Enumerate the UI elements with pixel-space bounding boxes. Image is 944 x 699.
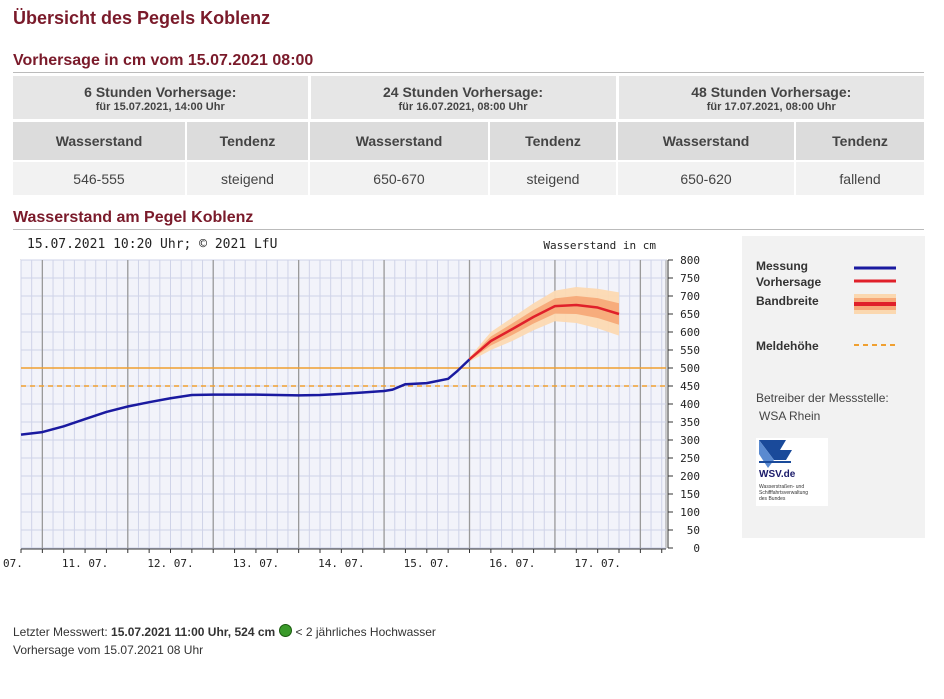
forecast-trend-48h: fallend bbox=[795, 160, 925, 195]
legend-label-vorhersage: Vorhersage bbox=[756, 275, 822, 289]
water-level-chart: 15.07.2021 10:20 Uhr; © 2021 LfU Wasserst… bbox=[0, 237, 700, 570]
flood-level-text: < 2 jährliches Hochwasser bbox=[295, 625, 436, 639]
y-axis: 0 50 100 150 200 250 300 350 400 450 500 550 600 650 7… bbox=[667, 254, 700, 555]
forecast-trend-6h: steigend bbox=[186, 160, 310, 195]
forecast-header-title: 6 Stunden Vorhersage: bbox=[84, 84, 237, 100]
forecast-level-6h: 546-555 bbox=[13, 160, 187, 195]
y-tick-label: 200 bbox=[680, 470, 700, 483]
x-tick-label: 13. 07. bbox=[233, 557, 279, 570]
major-grid bbox=[41, 260, 642, 548]
y-tick-label: 750 bbox=[680, 272, 700, 285]
chart-header-timestamp: 15.07.2021 10:20 Uhr; © 2021 LfU bbox=[27, 237, 277, 252]
x-tick-label: 14. 07. bbox=[318, 557, 364, 570]
forecast-trend-24h: steigend bbox=[489, 160, 619, 195]
last-measurement: Letzter Messwert: 15.07.2021 11:00 Uhr, … bbox=[13, 624, 436, 639]
column-header-trend: Tendenz bbox=[186, 119, 310, 161]
x-tick-label: 10. 07. bbox=[0, 557, 23, 570]
page-title: Übersicht des Pegels Koblenz bbox=[13, 8, 271, 28]
logo-subtext: Wasserstraßen- und Schifffahrtsverwaltung… bbox=[759, 484, 809, 502]
legend-label-bandbreite: Bandbreite bbox=[756, 294, 819, 308]
forecast-header-6h: 6 Stunden Vorhersage: für 15.07.2021, 14… bbox=[13, 76, 311, 121]
forecast-header-subtitle: für 15.07.2021, 14:00 Uhr bbox=[95, 101, 225, 113]
forecast-header-subtitle: für 16.07.2021, 08:00 Uhr bbox=[398, 101, 528, 113]
x-axis: 10. 07. 11. 07. 12. 07. 13. 07. 14. 07. 15. 0… bbox=[0, 548, 666, 570]
wsv-logo[interactable]: WSV.de Wasserstraßen- und Schifffahrtsver… bbox=[756, 438, 828, 506]
forecast-level-24h: 650-670 bbox=[309, 160, 490, 195]
x-tick-label: 15. 07. bbox=[404, 557, 450, 570]
y-tick-label: 600 bbox=[680, 326, 700, 339]
y-tick-label: 500 bbox=[680, 362, 700, 375]
status-green-dot-icon bbox=[279, 624, 293, 637]
column-header-level: Wasserstand bbox=[309, 119, 490, 161]
y-tick-label: 550 bbox=[680, 344, 700, 357]
y-tick-label: 100 bbox=[680, 506, 700, 519]
forecast-header-title: 24 Stunden Vorhersage: bbox=[383, 84, 544, 100]
forecast-level-48h: 650-620 bbox=[617, 160, 797, 195]
forecast-band-inner bbox=[469, 296, 620, 361]
x-tick-label: 12. 07. bbox=[147, 557, 193, 570]
chart-y-axis-label: Wasserstand in cm bbox=[543, 239, 656, 252]
legend-label-messung: Messung bbox=[756, 259, 809, 273]
column-header-trend: Tendenz bbox=[489, 119, 619, 161]
chart-section-title: Wasserstand am Pegel Koblenz bbox=[13, 209, 924, 230]
y-tick-label: 50 bbox=[687, 524, 700, 537]
chart-legend: Messung Vorhersage Bandbreite Meldehöhe … bbox=[742, 236, 925, 538]
forecast-header-subtitle: für 17.07.2021, 08:00 Uhr bbox=[706, 101, 836, 113]
y-tick-label: 150 bbox=[680, 488, 700, 501]
column-header-level: Wasserstand bbox=[617, 119, 797, 161]
forecast-section-title: Vorhersage in cm vom 15.07.2021 08:00 bbox=[13, 52, 924, 73]
y-tick-label: 450 bbox=[680, 380, 700, 393]
y-tick-label: 400 bbox=[680, 398, 700, 411]
x-tick-label: 17. 07. bbox=[574, 557, 620, 570]
y-tick-label: 800 bbox=[680, 254, 700, 267]
y-tick-label: 250 bbox=[680, 452, 700, 465]
legend-swatch-bandbreite bbox=[854, 294, 896, 314]
operator-label: Betreiber der Messstelle: bbox=[756, 391, 889, 405]
forecast-header-24h: 24 Stunden Vorhersage: für 16.07.2021, 0… bbox=[309, 76, 619, 121]
operator-name: WSA Rhein bbox=[759, 409, 821, 423]
y-tick-label: 0 bbox=[693, 542, 700, 555]
forecast-table: 6 Stunden Vorhersage: für 15.07.2021, 14… bbox=[13, 76, 925, 195]
y-tick-label: 300 bbox=[680, 434, 700, 447]
y-tick-label: 650 bbox=[680, 308, 700, 321]
last-value: 15.07.2021 11:00 Uhr, 524 cm bbox=[111, 625, 276, 639]
x-tick-label: 16. 07. bbox=[489, 557, 535, 570]
series-vorhersage bbox=[468, 303, 620, 361]
column-header-level: Wasserstand bbox=[13, 119, 187, 161]
legend-label-meldehoehe: Meldehöhe bbox=[756, 339, 819, 353]
forecast-note: Vorhersage vom 15.07.2021 08 Uhr bbox=[13, 643, 204, 657]
forecast-header-48h: 48 Stunden Vorhersage: für 17.07.2021, 0… bbox=[617, 76, 925, 121]
logo-text: WSV.de bbox=[759, 469, 796, 480]
x-tick-label: 11. 07. bbox=[62, 557, 108, 570]
last-value-label: Letzter Messwert: bbox=[13, 625, 108, 639]
y-tick-label: 700 bbox=[680, 290, 700, 303]
series-messung bbox=[20, 358, 471, 436]
forecast-header-title: 48 Stunden Vorhersage: bbox=[691, 84, 852, 100]
legend-swatches bbox=[854, 266, 896, 346]
y-tick-label: 350 bbox=[680, 416, 700, 429]
column-header-trend: Tendenz bbox=[795, 119, 925, 161]
